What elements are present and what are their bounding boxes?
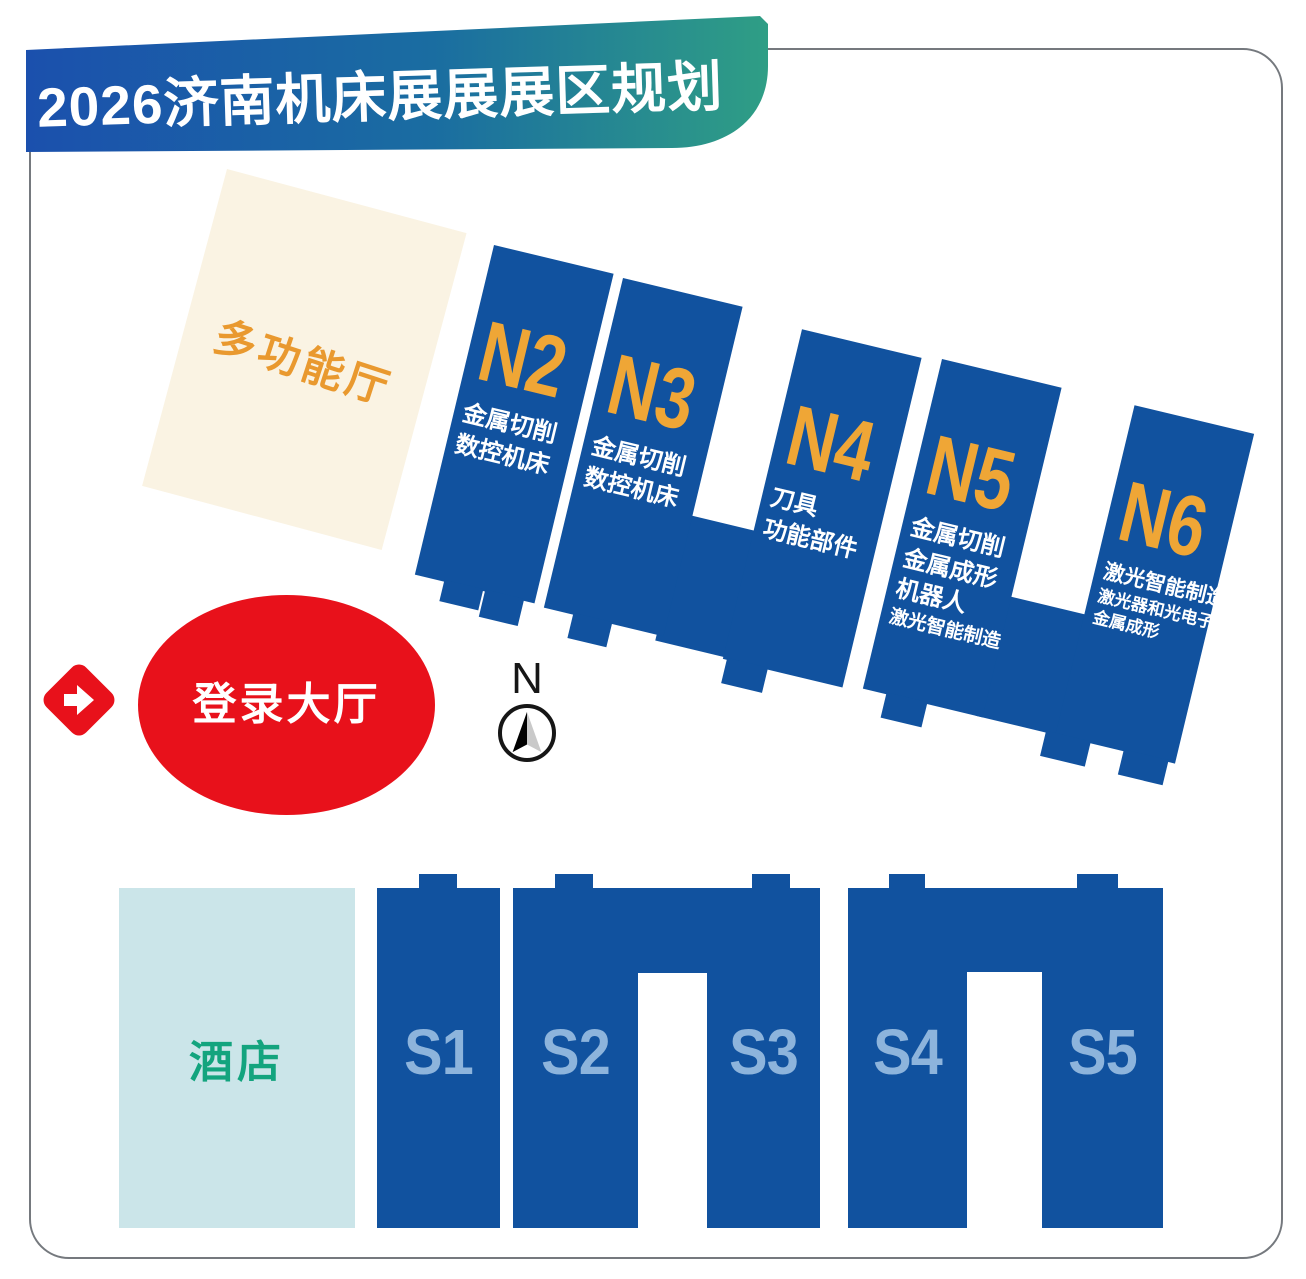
hall-tab: [419, 874, 457, 890]
hall-tab: [1077, 874, 1118, 890]
hotel-area: 酒店: [119, 888, 355, 1228]
right-arrow-icon: [64, 685, 94, 715]
hall-S3: [707, 888, 820, 1228]
registration-hall: 登录大厅: [138, 595, 435, 815]
hall-S3-number: S3: [729, 1016, 799, 1088]
hall-S4-number: S4: [873, 1016, 943, 1088]
hall-N5-number: N5: [917, 417, 1024, 531]
hall-S1: [377, 888, 500, 1228]
compass-needle-icon: [512, 711, 542, 753]
hall-S4: [848, 888, 967, 1228]
hall-N6-number: N6: [1110, 463, 1217, 577]
title-banner: [26, 16, 768, 152]
hall-N4-number: N4: [777, 387, 884, 501]
hall-tab: [752, 874, 790, 890]
hotel-label: 酒店: [189, 1038, 285, 1087]
hall-tab: [889, 874, 925, 890]
hall-N3-number: N3: [598, 336, 705, 450]
registration-hall-label: 登录大厅: [192, 680, 381, 729]
hall-S2-number: S2: [541, 1016, 611, 1088]
hall-S1-number: S1: [404, 1016, 474, 1088]
compass-icon: [498, 704, 556, 762]
hall-S5-number: S5: [1068, 1016, 1138, 1088]
hall-S5: [1042, 888, 1163, 1228]
hall-S2: [513, 888, 638, 1228]
entrance-arrow-badge: [39, 660, 119, 740]
hall-N2-number: N2: [469, 303, 576, 417]
compass-north-label: N: [511, 654, 543, 703]
hall-tab: [555, 874, 593, 890]
multi-function-hall-label: 多功能厅: [208, 311, 399, 414]
